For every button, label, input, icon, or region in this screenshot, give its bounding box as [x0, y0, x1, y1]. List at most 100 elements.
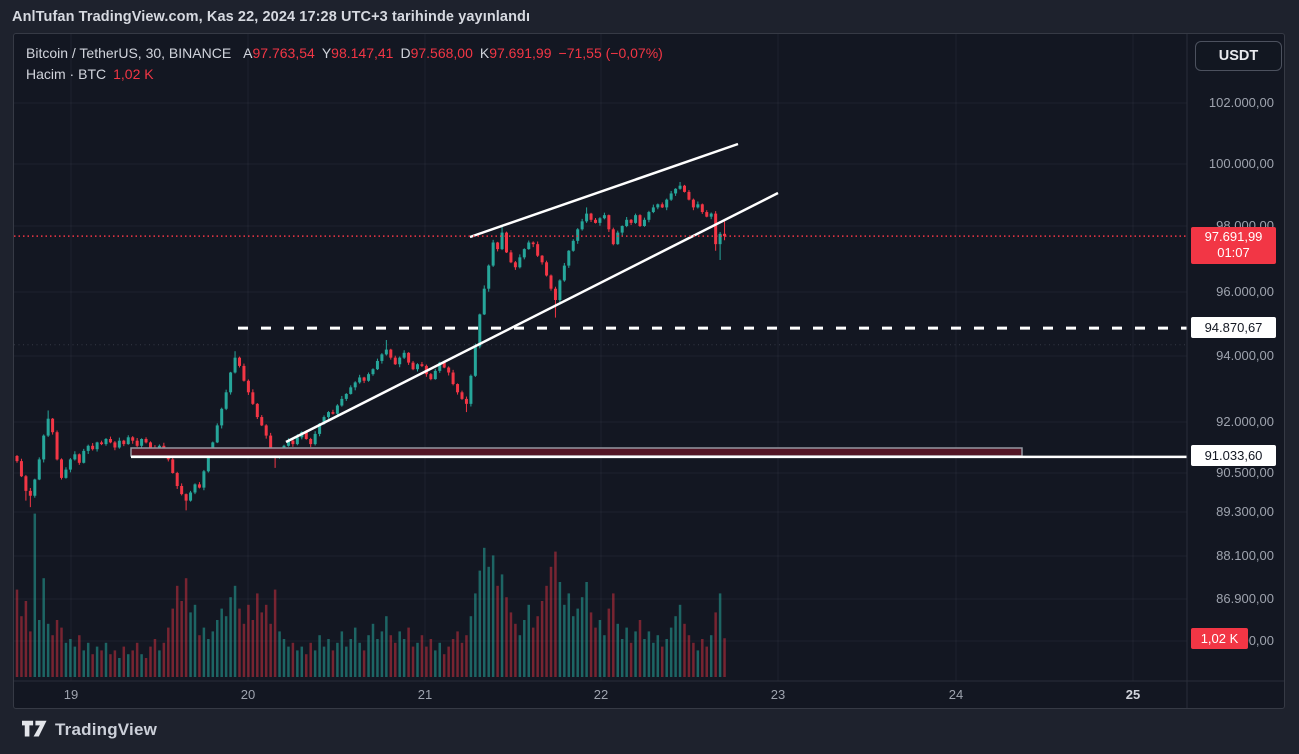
candle-body [558, 280, 562, 300]
candle-body [420, 364, 424, 366]
volume-bar [336, 642, 339, 677]
volume-bar [487, 566, 490, 677]
volume-bar [402, 639, 406, 677]
volume-bar [567, 593, 571, 677]
candle-body [362, 377, 366, 381]
volume-bar [349, 639, 352, 677]
candle-body [442, 362, 446, 368]
volume-bar [251, 620, 255, 677]
volume-bar [576, 608, 579, 677]
volume-bar [634, 631, 637, 677]
volume-bar [189, 612, 192, 677]
volume-bar [167, 627, 170, 677]
candle-body [629, 219, 633, 223]
volume-bar [202, 627, 206, 677]
volume-bar [438, 642, 441, 677]
volume-bar [127, 654, 130, 677]
candle-body [509, 252, 513, 263]
candle-body [469, 375, 473, 404]
candle-body [505, 232, 508, 253]
volume-bar [434, 650, 437, 677]
symbol-title[interactable]: Bitcoin / TetherUS, 30, BINANCE [26, 45, 232, 61]
candle-body [95, 442, 99, 450]
time-tick-label: 23 [770, 687, 786, 702]
volume-bar [122, 646, 126, 677]
candle-body [638, 215, 642, 226]
candle-body [149, 442, 152, 448]
candle-body [549, 275, 553, 289]
candle-body [602, 215, 606, 219]
volume-bar [451, 639, 455, 677]
tradingview-logo-icon [22, 720, 47, 737]
volume-bar [46, 623, 50, 677]
volume-bar [180, 601, 183, 677]
candle-body [126, 437, 130, 445]
candle-body [478, 314, 482, 347]
candle-body [616, 232, 620, 245]
volume-bar [69, 639, 72, 677]
candle-body [451, 372, 455, 385]
volume-bar [367, 635, 370, 677]
candle-body [407, 352, 411, 363]
candle-body [104, 439, 108, 445]
price-chart-canvas[interactable] [14, 34, 1284, 708]
tradingview-brand-link[interactable]: TradingView [22, 719, 157, 740]
candle-body [202, 471, 206, 488]
currency-toggle-button[interactable]: USDT [1195, 41, 1282, 71]
volume-bar [282, 639, 286, 677]
volume-bar [51, 635, 54, 677]
time-tick-label: 22 [593, 687, 609, 702]
candle-body [536, 244, 540, 256]
volume-bar [144, 658, 148, 677]
candle-body [108, 439, 112, 443]
volume-bar [580, 597, 584, 677]
candle-body [255, 403, 259, 418]
chart-legend: Bitcoin / TetherUS, 30, BINANCE A97.763,… [26, 43, 663, 85]
volume-bar [531, 627, 535, 677]
price-tick-label: 89.300,00 [1216, 504, 1274, 519]
candle-body [304, 432, 308, 439]
candle-body [683, 185, 686, 192]
volume-bar [278, 631, 281, 677]
time-tick-label: 24 [948, 687, 964, 702]
candle-body [678, 185, 682, 189]
volume-bar [563, 604, 566, 677]
candle-body [585, 213, 589, 222]
candle-body [647, 212, 651, 220]
candle-body [117, 440, 121, 448]
volume-bar [305, 654, 308, 677]
price-tick-label: 88.100,00 [1216, 548, 1274, 563]
support-price-flag: 91.033,60 [1191, 444, 1276, 466]
volume-bar [469, 616, 473, 677]
candle-body [144, 439, 148, 443]
candle-body [718, 233, 722, 245]
volume-bar [207, 639, 210, 677]
volume-value: 1,02 K [113, 66, 154, 82]
volume-bar [309, 642, 312, 677]
candle-body [594, 219, 597, 223]
candle-body [318, 423, 322, 434]
volume-bar [193, 604, 197, 677]
candle-body [86, 445, 90, 451]
candle-body [73, 454, 77, 460]
tradingview-brand-text: TradingView [55, 719, 158, 739]
volume-bar [616, 623, 619, 677]
volume-bar [509, 612, 513, 677]
candle-body [220, 408, 224, 426]
candle-body [384, 349, 388, 355]
legend-volume-row: Hacim · BTC 1,02 K [26, 64, 663, 85]
volume-bar [483, 547, 486, 677]
volume-bar [394, 642, 397, 677]
volume-bar [380, 631, 384, 677]
candle-body [215, 425, 219, 443]
candle-body [473, 346, 477, 376]
volume-value-flag: 1,02 K [1191, 628, 1248, 649]
volume-bar [340, 631, 344, 677]
candle-body [286, 440, 290, 446]
candle-body [322, 417, 326, 424]
volume-bar [24, 601, 28, 677]
candle-body [331, 412, 335, 414]
volume-bar [331, 650, 335, 677]
candle-body [607, 215, 611, 230]
price-tick-label: 90.500,00 [1216, 465, 1274, 480]
